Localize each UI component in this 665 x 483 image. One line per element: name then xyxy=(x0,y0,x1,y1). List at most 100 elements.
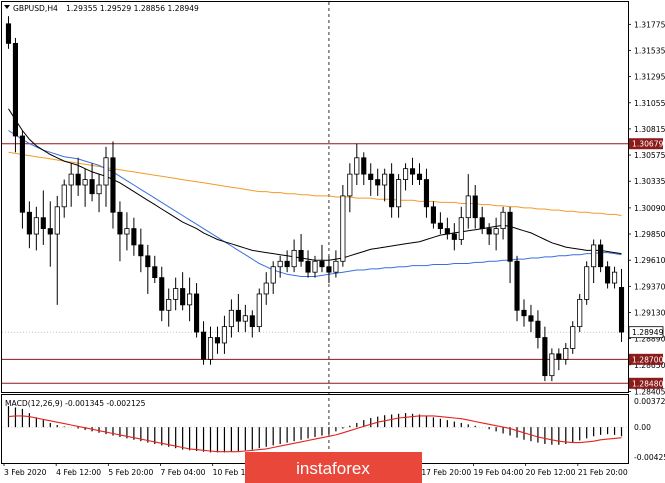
candle-body-bull xyxy=(68,173,74,186)
candle-body-bull xyxy=(382,173,388,186)
candle-39 xyxy=(277,255,283,278)
candle-body-bear xyxy=(19,135,25,213)
candle-body-bear xyxy=(214,337,221,344)
candle-body-bull xyxy=(333,260,339,273)
candle-67 xyxy=(472,185,478,229)
candle-29 xyxy=(207,326,214,365)
price-tick-label-14: 1.28405 xyxy=(634,387,665,396)
candle-body-bull xyxy=(570,326,576,349)
candle-body-bull xyxy=(103,157,109,186)
time-tick-label-3: 7 Feb 04:00 xyxy=(161,468,206,477)
candle-body-bear xyxy=(194,293,200,333)
candle-body-bear xyxy=(326,266,332,273)
candle-73 xyxy=(514,255,520,322)
candle-58 xyxy=(409,157,416,186)
candle-72 xyxy=(507,206,513,284)
candle-body-bull xyxy=(500,211,506,229)
candle-body-bear xyxy=(305,260,311,273)
candle-15 xyxy=(110,141,116,229)
candle-body-bull xyxy=(396,179,402,208)
candle-31 xyxy=(221,315,227,354)
candle-57 xyxy=(403,163,409,191)
brand-background xyxy=(245,452,422,483)
candle-85 xyxy=(598,239,604,273)
candle-37 xyxy=(263,272,269,305)
candle-17 xyxy=(124,212,130,251)
candle-42 xyxy=(298,234,304,267)
price-tick-label-10: 1.29370 xyxy=(634,282,665,291)
candle-body-bear xyxy=(75,173,81,186)
candle-27 xyxy=(194,283,200,338)
time-tick-label-4: 10 Feb 12:00 xyxy=(213,468,263,477)
candle-66 xyxy=(465,174,471,229)
candle-body-bear xyxy=(486,228,492,235)
current-price-tag-bg xyxy=(628,326,664,339)
candle-50 xyxy=(354,143,360,186)
candle-1 xyxy=(12,37,19,153)
candle-33 xyxy=(235,293,241,333)
candle-52 xyxy=(368,163,374,196)
candle-body-bear xyxy=(451,233,457,240)
candle-body-bear xyxy=(514,260,520,311)
candle-body-bear xyxy=(200,331,207,360)
time-tick-label-11: 21 Feb 20:00 xyxy=(578,468,628,477)
price-tick-label-2: 1.31295 xyxy=(634,73,665,82)
candle-2 xyxy=(19,130,25,229)
candle-body-bull xyxy=(96,184,102,195)
candle-body-bear xyxy=(437,222,443,229)
candle-body-bull xyxy=(124,228,130,235)
candle-body-bull xyxy=(354,157,360,175)
candle-28 xyxy=(200,321,207,365)
price-tick-label-1: 1.31535 xyxy=(634,46,665,55)
candle-51 xyxy=(361,152,367,186)
candle-body-bear xyxy=(180,288,186,306)
candle-59 xyxy=(416,163,423,186)
candle-74 xyxy=(521,299,527,327)
price-tick-label-8: 1.29850 xyxy=(634,230,665,239)
candle-body-bull xyxy=(228,309,234,328)
time-tick-label-1: 4 Feb 12:00 xyxy=(56,468,101,477)
candle-69 xyxy=(486,223,492,245)
candle-body-bear xyxy=(249,315,255,328)
candle-62 xyxy=(437,212,443,235)
level-tag-2-bg xyxy=(629,377,663,389)
candle-3 xyxy=(26,201,32,249)
candle-5 xyxy=(40,190,46,245)
candle-body-bear xyxy=(89,179,95,195)
candle-body-bear xyxy=(409,168,416,175)
candle-body-bull xyxy=(563,348,569,360)
candle-body-bull xyxy=(347,173,353,197)
candle-body-bear xyxy=(5,23,12,44)
candle-35 xyxy=(249,310,255,338)
candle-18 xyxy=(131,217,137,256)
candle-body-bear xyxy=(375,179,381,186)
candle-body-bull xyxy=(173,288,179,300)
candle-body-bear xyxy=(131,228,137,246)
candle-body-bull xyxy=(207,337,214,360)
current-price-tag: 1.28949 xyxy=(632,328,664,337)
candle-23 xyxy=(166,288,172,327)
candle-34 xyxy=(242,304,248,333)
candle-body-bear xyxy=(368,173,374,180)
ohlc-label: 1.29355 1.29529 1.28856 1.28949 xyxy=(66,4,199,13)
candle-body-bull xyxy=(611,271,618,284)
candle-13 xyxy=(96,174,102,213)
candle-body-bear xyxy=(423,179,430,208)
candle-53 xyxy=(375,168,381,196)
macd-label: MACD(12,26,9) -0.001345 -0.002125 xyxy=(5,399,146,408)
candle-body-bull xyxy=(256,293,262,328)
price-tick-label-5: 1.30575 xyxy=(634,151,665,160)
session-separators xyxy=(328,2,330,463)
price-tick-label-3: 1.31055 xyxy=(634,99,665,108)
macd-indicator xyxy=(2,406,628,453)
candle-8 xyxy=(61,179,67,218)
time-tick-label-8: 17 Feb 20:00 xyxy=(421,468,471,477)
candle-63 xyxy=(444,217,450,240)
candle-14 xyxy=(103,146,109,207)
candle-body-bear xyxy=(479,217,485,229)
candle-body-bull xyxy=(82,179,88,186)
candle-body-bear xyxy=(605,266,611,284)
candle-body-bear xyxy=(521,309,527,317)
candle-83 xyxy=(584,261,590,305)
